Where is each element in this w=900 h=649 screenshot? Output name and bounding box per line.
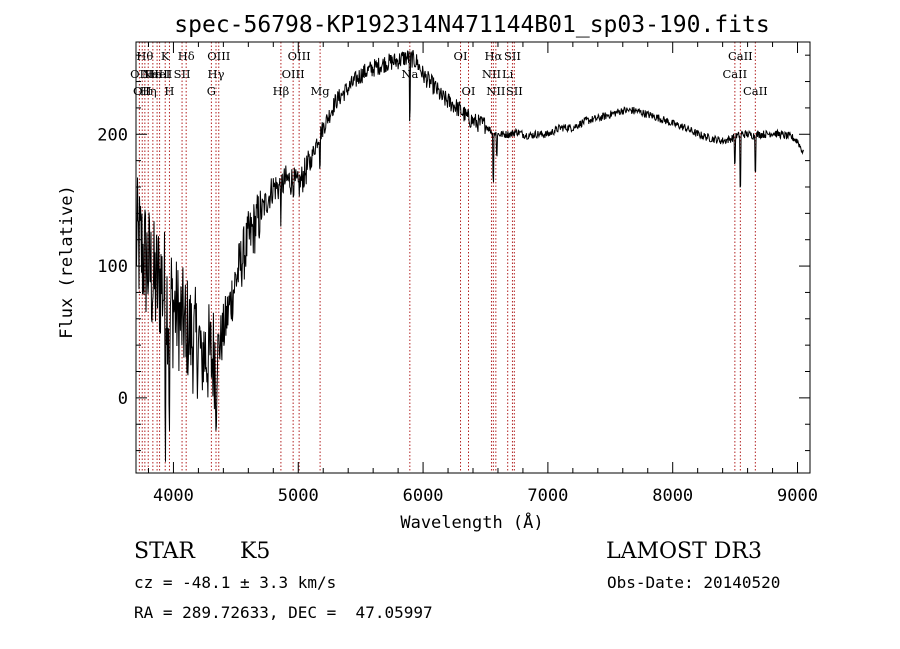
x-axis-label: Wavelength (Å) xyxy=(400,511,543,533)
line-marker-label: OIII xyxy=(207,49,230,63)
line-marker-label: NII xyxy=(486,84,505,98)
axis-ticks xyxy=(136,42,810,473)
observation-date: Obs-Date: 20140520 xyxy=(607,573,781,592)
line-marker-label: Na xyxy=(401,67,418,81)
survey-name: LAMOST DR3 xyxy=(606,539,762,564)
line-marker-label: NeIII xyxy=(142,67,173,81)
line-marker-label: OIII xyxy=(282,67,305,81)
axis-tick-labels: 4000 5000 6000 7000 8000 9000 0 100 200 xyxy=(97,125,818,506)
x-tick-label: 4000 xyxy=(153,486,194,506)
redshift-text: cz = -48.1 ± 3.3 km/s xyxy=(134,573,337,592)
spectrum-line xyxy=(135,50,804,462)
line-marker-label: OI xyxy=(462,84,476,98)
line-marker-label: OI xyxy=(454,49,468,63)
x-tick-label: 9000 xyxy=(777,486,818,506)
line-marker-label: SII xyxy=(504,49,521,63)
line-marker-label: Li xyxy=(502,67,514,81)
line-marker-label: H xyxy=(164,84,174,98)
line-marker-label: SII xyxy=(506,84,523,98)
coordinates-text: RA = 289.72633, DEC = 47.05997 xyxy=(134,603,433,622)
x-tick-label: 5000 xyxy=(278,486,319,506)
line-marker-label: SII xyxy=(174,67,191,81)
line-marker-label: HeI xyxy=(149,67,170,81)
line-marker-label: Hδ xyxy=(178,49,195,63)
line-marker-label: G xyxy=(207,84,216,98)
line-marker-label: OIII xyxy=(288,49,311,63)
y-tick-label: 0 xyxy=(118,389,128,409)
line-marker-label: K xyxy=(161,49,170,63)
x-tick-label: 6000 xyxy=(403,486,444,506)
y-tick-label: 100 xyxy=(97,257,128,277)
line-marker-label: CaII xyxy=(728,49,753,63)
line-marker-label: Hγ xyxy=(208,67,225,81)
plot-frame xyxy=(135,41,811,474)
y-tick-label: 200 xyxy=(97,125,128,145)
line-marker-label: Mg xyxy=(311,84,331,98)
line-marker-label: Hη xyxy=(140,84,157,98)
x-tick-label: 8000 xyxy=(652,486,693,506)
line-marker-labels: OIIOIIHθHηHεNeIIIHeIKHSIIHδGHγOIIIHβOIII… xyxy=(130,49,768,98)
chart-title: spec-56798-KP192314N471144B01_sp03-190.f… xyxy=(174,12,769,38)
line-marker-label: OII xyxy=(133,84,152,98)
line-marker-label: OII xyxy=(130,67,149,81)
object-subclass: K5 xyxy=(240,539,271,564)
line-marker-label: CaII xyxy=(722,67,747,81)
spectrum-chart: OIIOIIHθHηHεNeIIIHeIKHSIIHδGHγOIIIHβOIII… xyxy=(57,12,818,533)
y-axis-label: Flux (relative) xyxy=(57,185,77,339)
line-marker-label: NII xyxy=(482,67,501,81)
line-marker-label: Hθ xyxy=(136,49,153,63)
x-tick-label: 7000 xyxy=(527,486,568,506)
line-marker-label: Hα xyxy=(484,49,502,63)
line-marker-label: Hβ xyxy=(273,84,290,98)
object-class: STAR xyxy=(134,539,195,564)
line-marker-label: Hε xyxy=(145,67,161,81)
line-marker-label: CaII xyxy=(743,84,768,98)
